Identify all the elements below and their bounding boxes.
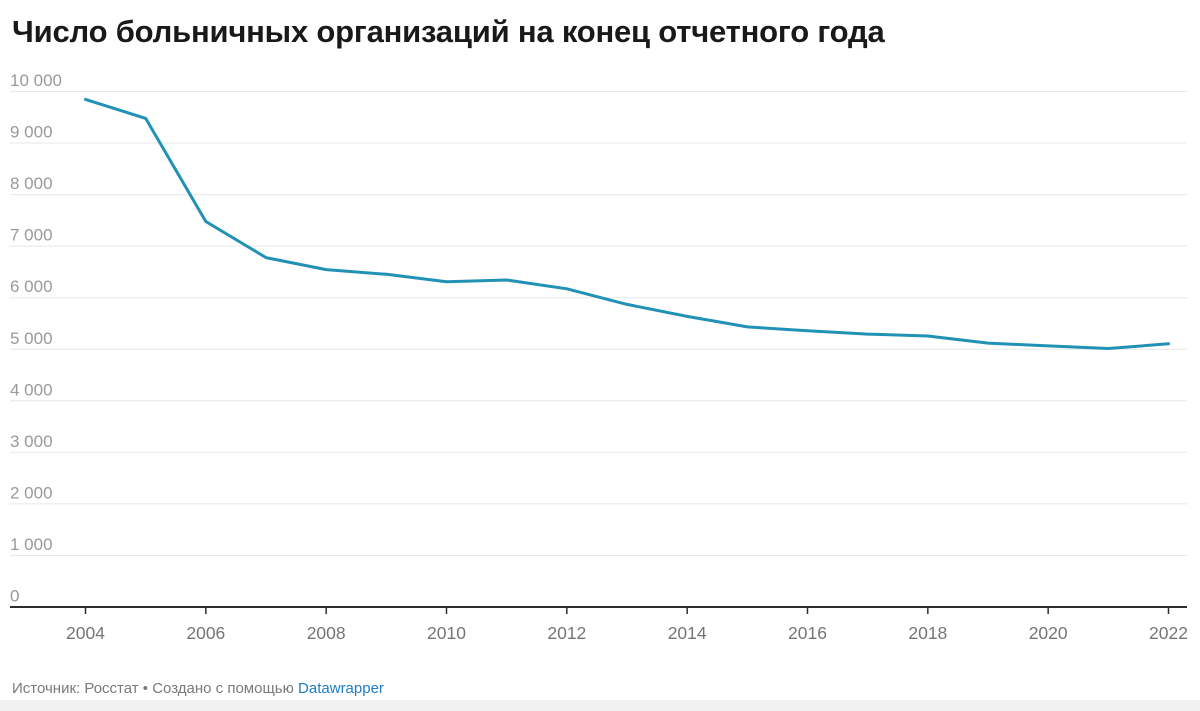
x-tick-label: 2006 [186, 623, 225, 643]
y-tick-label: 4 000 [10, 380, 53, 399]
y-tick-label: 5 000 [10, 329, 53, 348]
y-tick-label: 2 000 [10, 483, 53, 502]
page-background-strip [0, 700, 1200, 711]
y-tick-label: 1 000 [10, 535, 53, 554]
x-tick-label: 2016 [788, 623, 827, 643]
footer-source-text: Источник: Росстат • Создано с помощью [12, 680, 299, 697]
y-tick-label: 8 000 [10, 174, 53, 193]
y-tick-label: 10 000 [10, 71, 62, 90]
x-tick-label: 2008 [307, 623, 346, 643]
y-tick-label: 7 000 [10, 226, 53, 245]
y-tick-label: 9 000 [10, 123, 53, 142]
datawrapper-link[interactable]: Datawrapper [298, 680, 384, 697]
x-tick-label: 2022 [1149, 623, 1188, 643]
chart-title: Число больничных организаций на конец от… [12, 14, 885, 49]
y-tick-label: 0 [10, 587, 19, 606]
x-tick-label: 2020 [1029, 623, 1068, 643]
y-tick-label: 3 000 [10, 432, 53, 451]
x-tick-label: 2004 [66, 623, 105, 643]
x-tick-label: 2012 [547, 623, 586, 643]
x-tick-label: 2010 [427, 623, 466, 643]
data-line-hospitals [84, 97, 1170, 350]
x-tick-label: 2014 [668, 623, 707, 643]
x-tick-label: 2018 [908, 623, 947, 643]
y-tick-label: 6 000 [10, 277, 53, 296]
footer: Источник: Росстат • Создано с помощью Da… [12, 680, 384, 697]
